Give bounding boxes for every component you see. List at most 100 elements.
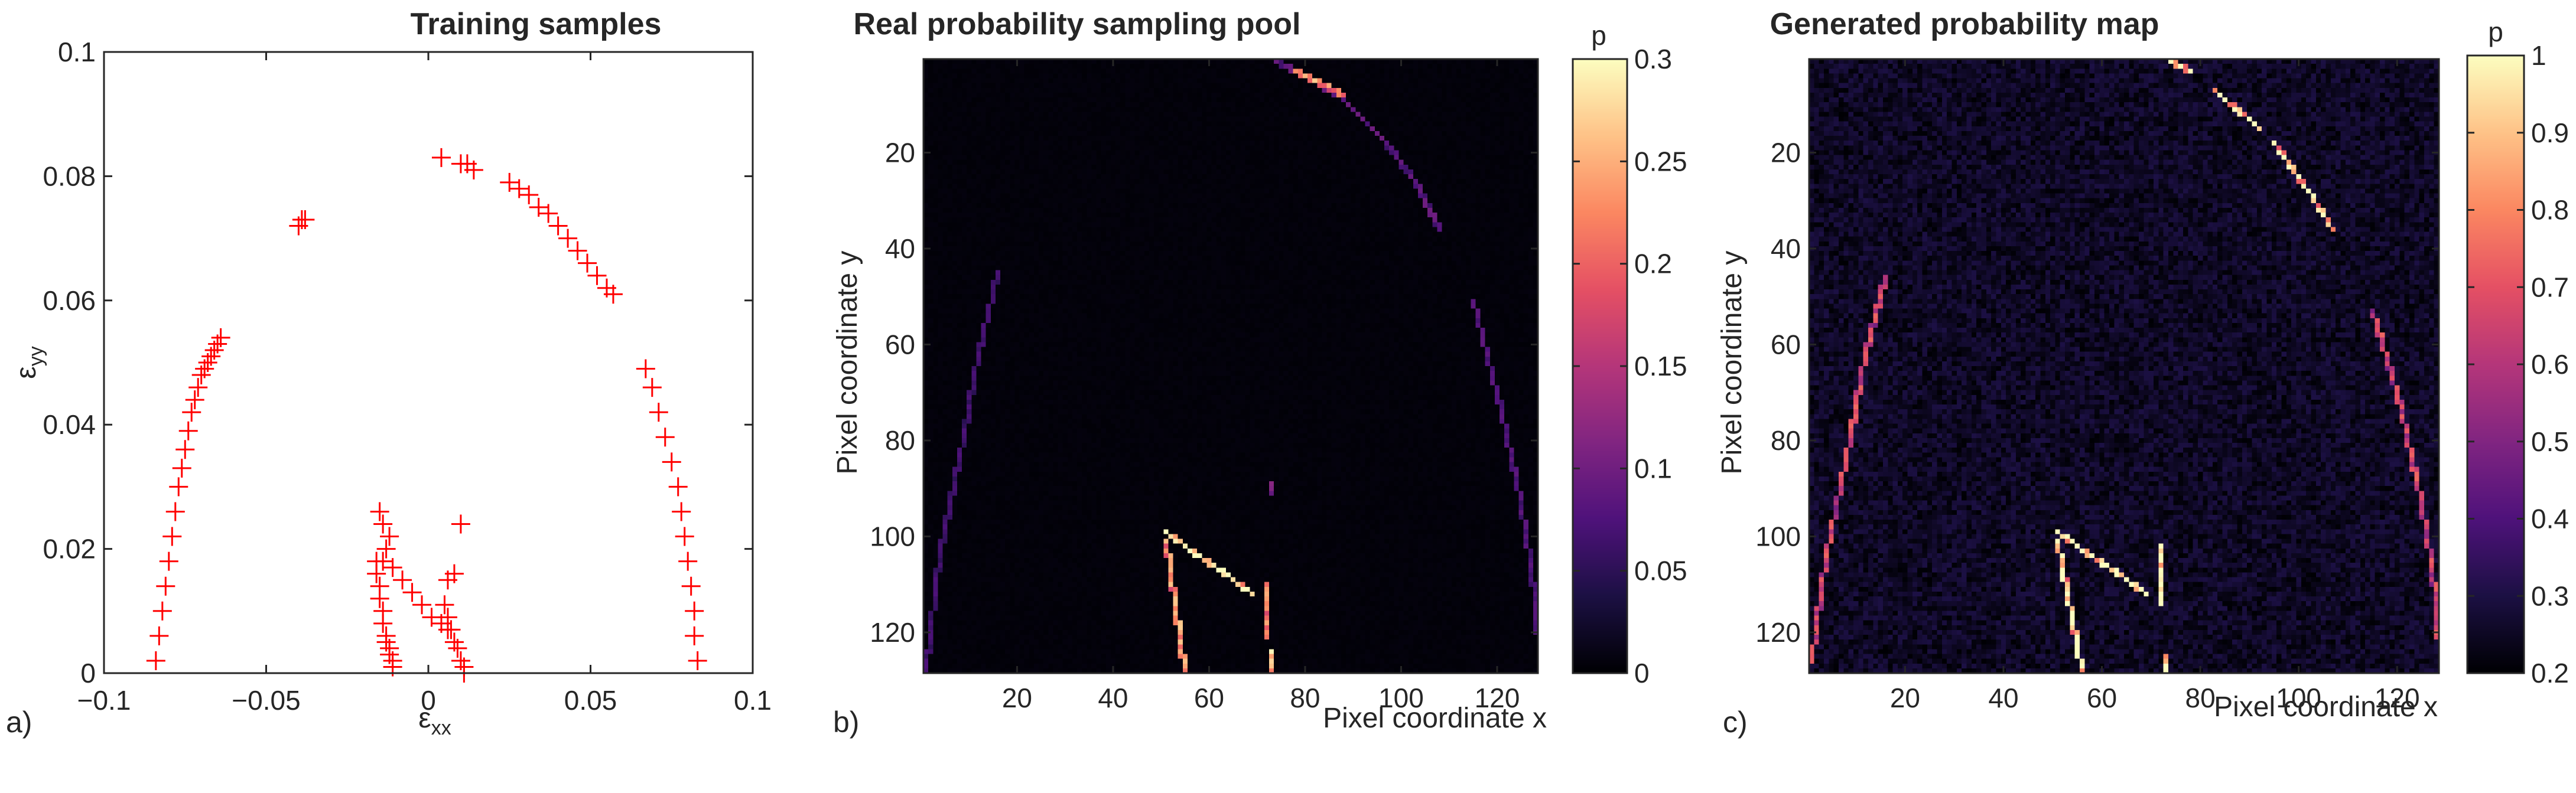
x-tick-label: 100 [2276,683,2321,713]
colorbar-tick-label: 0.1 [1634,453,1672,484]
x-axis-label-b: Pixel coordinate x [1323,703,1547,734]
colorbar-tick-label: 0.5 [2531,426,2569,457]
colorbar-tick-label: 0.6 [2531,349,2569,380]
x-tick-label: 0 [421,685,436,716]
x-tick-label: 80 [1290,683,1320,713]
scatter-point [373,613,393,633]
panel-label-a: a) [6,706,32,739]
y-tick-label: 120 [1755,617,1801,648]
chart-title-b: Real probability sampling pool [854,7,1301,41]
y-axis-label-c: Pixel coordinate y [1716,251,1748,475]
scatter-point [685,601,704,621]
scatter-point [383,558,402,577]
scatter-point [672,502,691,521]
y-tick-label: 0.04 [43,409,96,440]
colorbar-generated [2467,56,2524,673]
scatter-point [175,440,195,459]
scatter-point [393,570,412,590]
scatter-point [146,651,165,670]
x-tick-label: −0.05 [232,685,300,716]
scatter-point [438,608,457,627]
scatter-point [376,539,396,559]
scatter-point [165,502,185,521]
colorbar-tick-label: 0.8 [2531,195,2569,226]
scatter-point [668,477,688,497]
colorbar-ticks-c: 0.2 0.3 0.4 0.5 0.6 0.7 0.8 0.9 1 [2467,40,2569,688]
scatter-points [146,148,707,683]
scatter-point [373,551,393,571]
y-tick-label: 120 [870,617,915,648]
x-tick-label: 60 [2087,683,2117,713]
panel-label-b: b) [833,706,859,739]
plot-frame-c [1808,58,2440,674]
scatter-point [548,216,568,236]
heatmap-image-generated [1809,59,2439,673]
x-tick-label: 120 [2375,683,2420,713]
scatter-point [438,570,457,590]
colorbar-tick-label: 0.7 [2531,272,2569,302]
panel-label-c: c) [1723,706,1748,739]
scatter-point [649,403,668,422]
scatter-point [402,583,422,602]
colorbar-ticks-b: 0 0.05 0.1 0.15 0.2 0.25 0.3 [1573,44,1687,688]
scatter-point [169,477,188,497]
x-tick-label: 40 [1098,683,1128,713]
scatter-point [688,651,707,670]
heatmap-panel-generated: Generated probability map 20 40 60 80 100 120… [1716,7,2569,739]
scatter-point [603,285,623,304]
scatter-point [188,378,208,397]
scatter-point [448,638,467,658]
plot-frame-b [922,58,1539,674]
colorbar-real [1573,59,1627,673]
scatter-point [681,576,701,596]
axis-ticks-b: 20 40 60 80 100 120 20 40 60 80 100 120 [870,59,1538,713]
scatter-point [412,595,432,615]
x-tick-label: 40 [1988,683,2018,713]
y-tick-label: 80 [1771,425,1801,456]
colorbar-tick-label: 1 [2531,40,2546,71]
x-tick-label: 80 [2185,683,2216,713]
scatter-point [367,564,386,583]
scatter-point [435,595,454,615]
scatter-point [529,198,548,217]
scatter-point [509,179,529,198]
scatter-point [464,160,483,180]
scatter-point [159,551,178,571]
axis-ticks-c: 20 40 60 80 100 120 20 40 60 80 100 120 [1755,59,2439,713]
scatter-point [295,210,315,230]
y-tick-label: 60 [885,329,915,360]
scatter-point [568,241,587,260]
scatter-point [373,514,393,534]
colorbar-tick-label: 0.3 [2531,580,2569,611]
y-tick-label: 0.06 [43,285,96,316]
y-tick-label: 0 [80,658,96,688]
x-axis-label-c: Pixel coordinate x [2214,691,2438,723]
axis-ticks-a: −0.1 −0.05 0 0.05 0.1 0 0.02 0.04 0.06 0.08 0.1 [43,37,772,716]
y-tick-label: 100 [1755,521,1801,551]
y-tick-label: 0.1 [58,37,96,67]
colorbar-tick-label: 0.2 [1634,249,1672,279]
scatter-point [172,458,191,478]
y-tick-label: 0.02 [43,534,96,564]
scatter-point [152,601,172,621]
scatter-point [578,253,597,273]
colorbar-label-b: p [1591,20,1606,51]
y-tick-label: 60 [1771,329,1801,360]
colorbar-tick-label: 0.15 [1634,351,1687,381]
scatter-point [685,626,704,645]
scatter-point [370,502,389,521]
chart-title-a: Training samples [411,7,662,41]
scatter-point [558,229,578,248]
scatter-point [380,527,399,546]
x-tick-label: 120 [1475,683,1520,713]
chart-title-c: Generated probability map [1770,7,2159,41]
scatter-point [149,626,169,645]
scatter-point [678,551,698,571]
y-tick-label: 80 [885,425,915,456]
scatter-panel: Training samples −0.1 −0.05 0 0.05 0.1 0 0.02 0… [6,7,772,739]
scatter-point [182,403,201,422]
x-tick-label: 0.1 [734,685,772,716]
x-tick-label: 100 [1378,683,1424,713]
x-tick-label: −0.1 [77,685,131,716]
colorbar-tick-label: 0.4 [2531,504,2569,534]
